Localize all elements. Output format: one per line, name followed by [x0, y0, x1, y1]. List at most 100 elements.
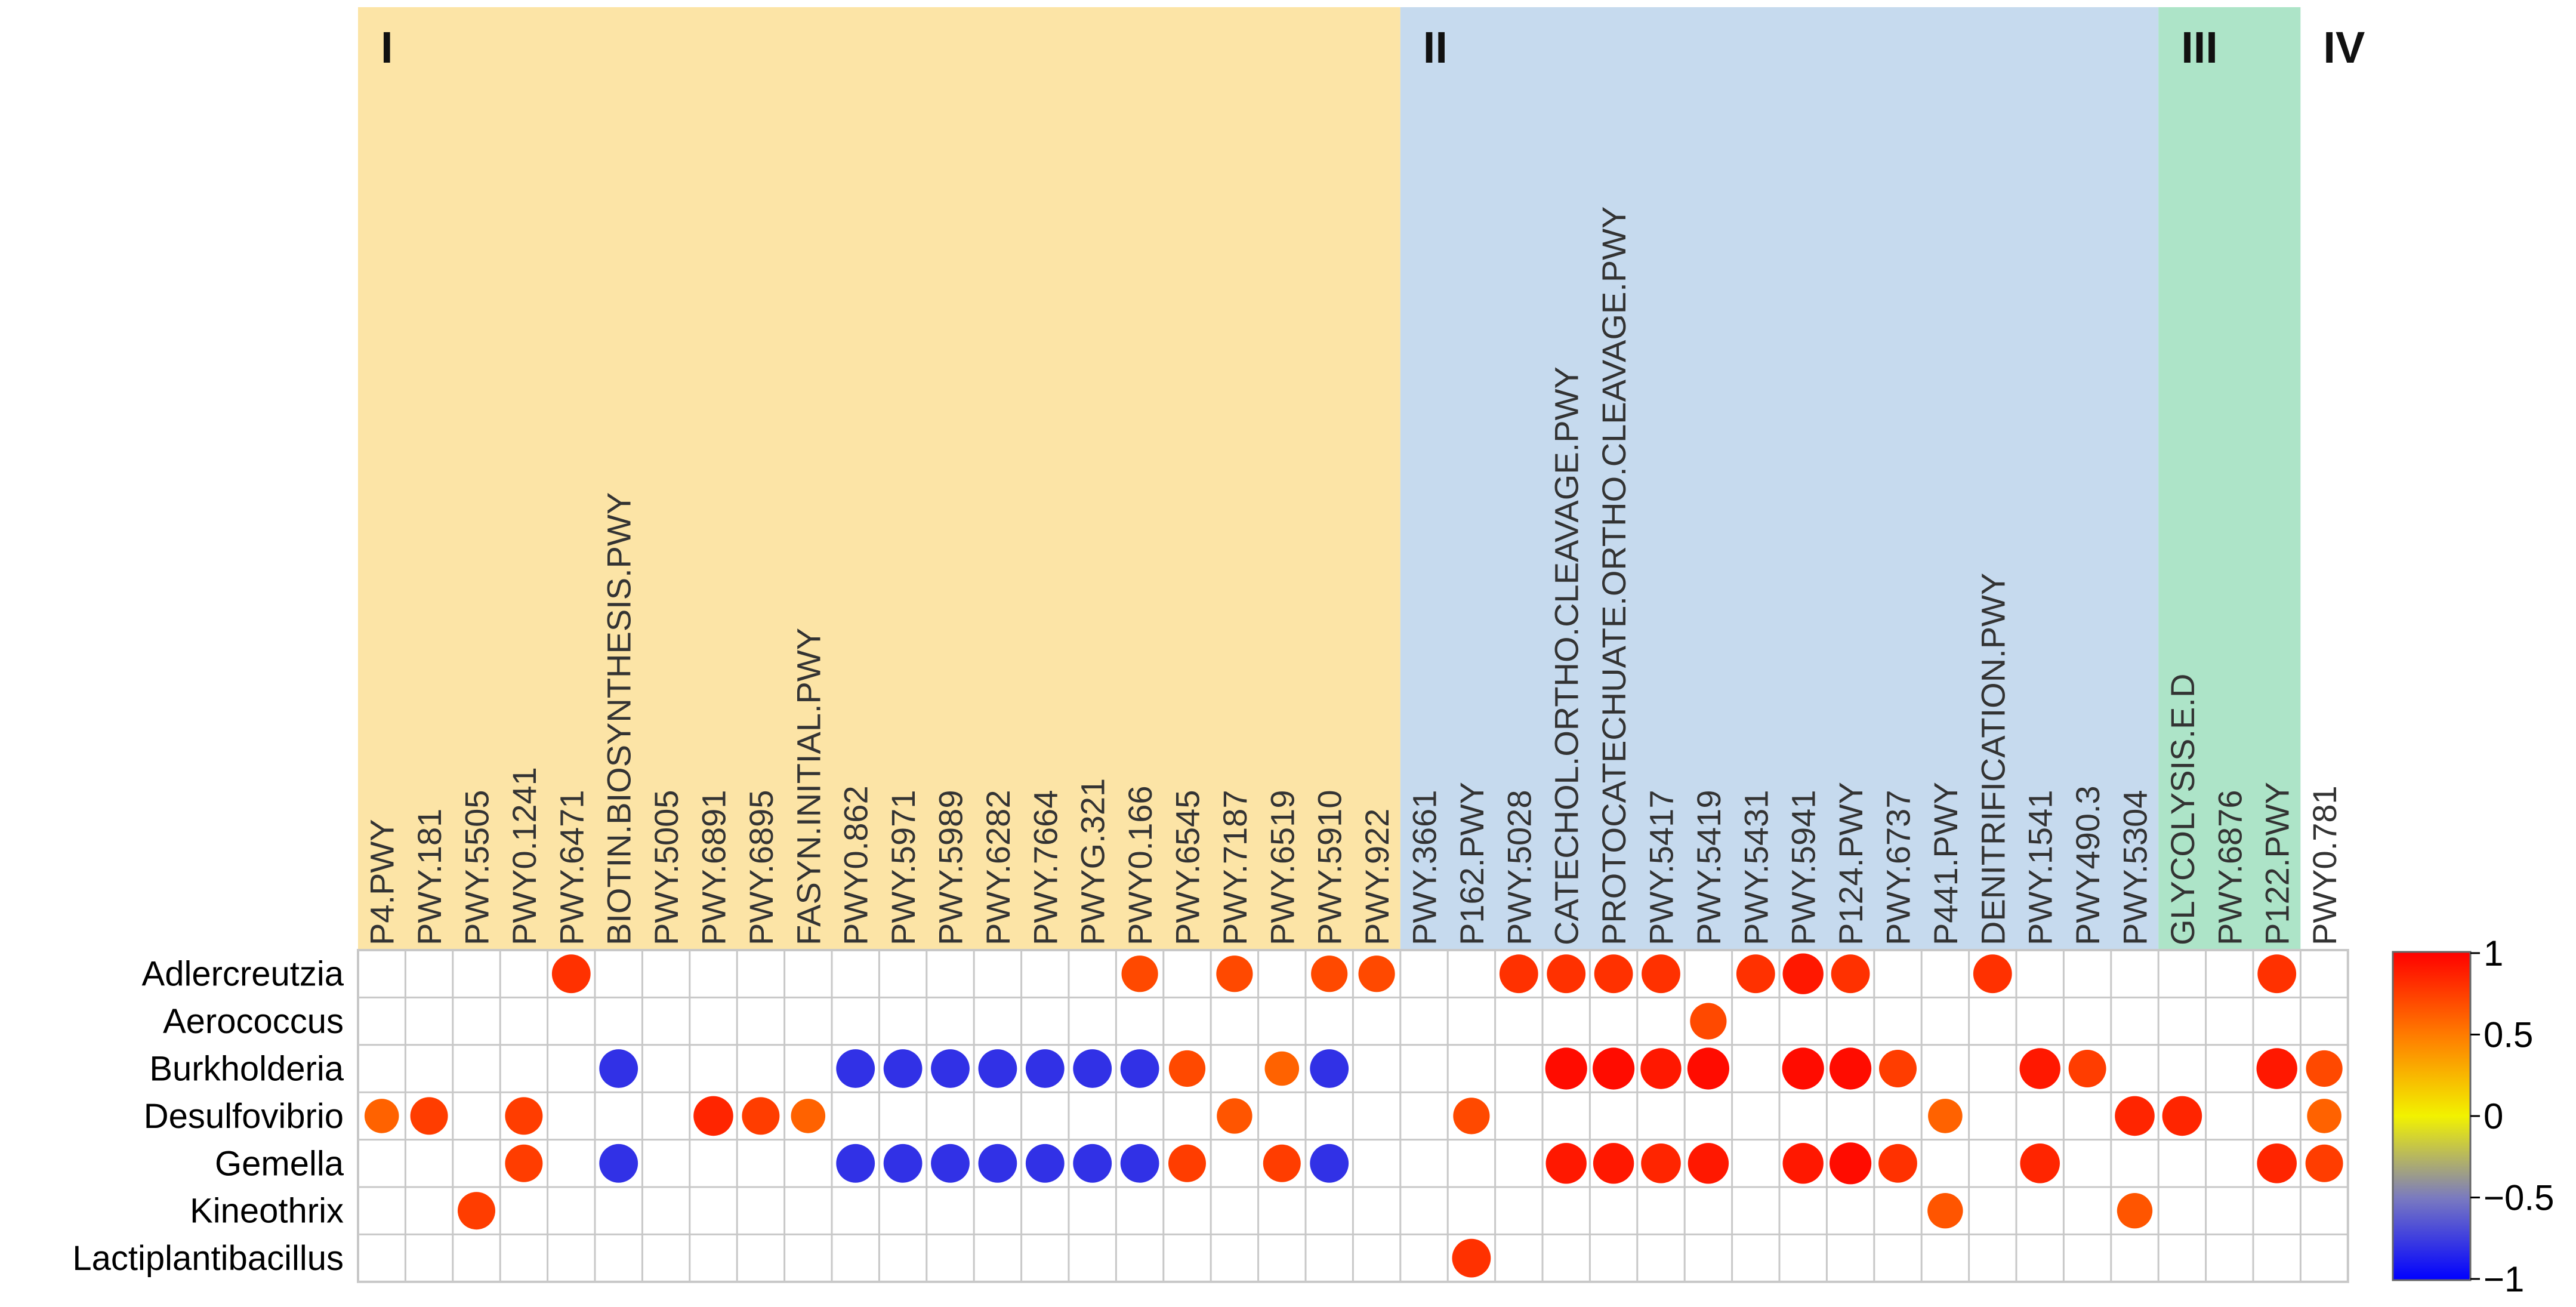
- dot-Desulfovibrio-P4.PWY: [364, 1099, 399, 1133]
- column-label: PWY.6519: [1263, 790, 1301, 945]
- dot-Gemella-PWY.5910: [1310, 1143, 1349, 1183]
- group-label: I: [381, 23, 393, 72]
- dot-Gemella-PWY0.781: [2305, 1144, 2343, 1182]
- colorbar: 1 0.5 0 −0.5 −1: [2392, 933, 2554, 1299]
- row-label: Desulfovibrio: [144, 1097, 344, 1136]
- column-label: PWY.6895: [742, 790, 780, 945]
- dot-Desulfovibrio-PWY0.781: [2307, 1099, 2341, 1133]
- dot-Burkholderia-PWY.6282: [978, 1049, 1017, 1088]
- dot-Gemella-PWY.6737: [1878, 1143, 1917, 1183]
- dot-Desulfovibrio-GLYCOLYSIS.E.D: [2162, 1096, 2202, 1136]
- dot-Burkholderia-CATECHOL.ORTHO.CLEAVAGE.PWY: [1545, 1047, 1587, 1090]
- row-label: Aerococcus: [163, 1002, 344, 1041]
- group-band: [2158, 7, 2301, 950]
- column-label: PWY.5505: [458, 790, 496, 945]
- dot-Desulfovibrio-FASYN.INITIAL.PWY: [791, 1099, 826, 1133]
- dot-Desulfovibrio-PWY.6895: [742, 1097, 780, 1135]
- dot-Burkholderia-PWY490.3: [2068, 1050, 2106, 1087]
- column-label: P162.PWY: [1453, 782, 1491, 945]
- column-label: P441.PWY: [1927, 782, 1964, 945]
- column-label: PWY.5304: [2117, 790, 2154, 945]
- dot-Burkholderia-PWY0.862: [836, 1049, 875, 1088]
- dot-Burkholderia-PWY.5419: [1687, 1047, 1729, 1090]
- dot-Burkholderia-P122.PWY: [2256, 1048, 2297, 1089]
- column-label: PWY.6545: [1169, 790, 1207, 945]
- group-band: [358, 7, 1400, 950]
- row-labels: Adlercreutzia Aerococcus Burkholderia Desul…: [72, 955, 344, 1278]
- column-label: PWY.6282: [979, 790, 1017, 945]
- dot-Adlercreutzia-PWY.922: [1358, 955, 1395, 992]
- group-band: [2300, 7, 2348, 950]
- dot-Desulfovibrio-P441.PWY: [1928, 1099, 1963, 1133]
- colorbar-gradient: [2392, 951, 2472, 1281]
- colorbar-tick-label: 0.5: [2484, 1015, 2533, 1055]
- dot-Adlercreutzia-PWY.5028: [1499, 954, 1538, 994]
- column-label: PWY.6891: [695, 790, 733, 945]
- dot-Gemella-PWY0.166: [1120, 1143, 1159, 1183]
- dot-Gemella-PWY0.1241: [505, 1144, 543, 1182]
- dot-Gemella-PWY.7664: [1025, 1143, 1065, 1183]
- dot-Gemella-PWY.5971: [883, 1143, 923, 1183]
- group-label: III: [2181, 23, 2218, 72]
- column-label: P122.PWY: [2259, 782, 2296, 945]
- column-label: GLYCOLYSIS.E.D: [2164, 674, 2201, 945]
- dot-Gemella-PWYG.321: [1073, 1143, 1112, 1183]
- dot-Gemella-PWY.6282: [978, 1143, 1017, 1183]
- column-label: PWY.181: [411, 809, 448, 945]
- dot-Burkholderia-BIOTIN.BIOSYNTHESIS.PWY: [599, 1049, 638, 1088]
- dot-Burkholderia-PWY.6519: [1264, 1051, 1300, 1086]
- dot-Burkholderia-PWY.5417: [1640, 1048, 1682, 1089]
- dot-Desulfovibrio-P162.PWY: [1453, 1098, 1490, 1135]
- column-label: PWY.5910: [1311, 790, 1349, 945]
- column-label: PWYG.321: [1074, 778, 1112, 945]
- column-label: PWY.5028: [1500, 790, 1538, 945]
- dot-Gemella-PWY.5941: [1782, 1143, 1824, 1184]
- column-label: PWY.7664: [1026, 790, 1064, 945]
- column-label: PWY.7187: [1216, 790, 1254, 945]
- dot-Gemella-PWY.6545: [1168, 1144, 1206, 1182]
- dot-Gemella-P124.PWY: [1830, 1142, 1872, 1185]
- column-label: PWY.5989: [932, 790, 970, 945]
- column-labels: P4.PWY PWY.181 PWY.5505 PWY0.1241 PWY.6471 BI…: [363, 206, 2343, 945]
- column-label: DENITRIFICATION.PWY: [1974, 573, 2012, 945]
- row-label: Lactiplantibacillus: [72, 1239, 344, 1278]
- dot-Gemella-PWY.1541: [2020, 1143, 2060, 1183]
- dot-Burkholderia-PWY.5971: [883, 1049, 923, 1088]
- dot-Burkholderia-PWY.5989: [931, 1049, 970, 1088]
- column-label: PWY0.1241: [505, 767, 543, 945]
- dot-Gemella-PROTOCATECHUATE.ORTHO.CLEAVAGE.PWY: [1593, 1143, 1634, 1184]
- column-label: PWY.3661: [1406, 790, 1443, 945]
- dot-Adlercreutzia-PWY.7187: [1216, 955, 1253, 992]
- column-label: PWY0.862: [837, 785, 875, 945]
- dot-Gemella-BIOTIN.BIOSYNTHESIS.PWY: [599, 1143, 638, 1183]
- dot-Adlercreutzia-CATECHOL.ORTHO.CLEAVAGE.PWY: [1547, 954, 1586, 994]
- column-label: PWY0.781: [2306, 785, 2343, 945]
- dot-Desulfovibrio-PWY.6891: [693, 1096, 733, 1136]
- dot-Adlercreutzia-PWY.6471: [551, 954, 591, 994]
- dot-Adlercreutzia-P124.PWY: [1831, 954, 1870, 994]
- dot-Gemella-CATECHOL.ORTHO.CLEAVAGE.PWY: [1545, 1143, 1587, 1184]
- dot-Adlercreutzia-PWY0.166: [1121, 955, 1158, 992]
- dot-Burkholderia-PWY.7664: [1025, 1049, 1065, 1088]
- column-label: PWY.922: [1358, 809, 1396, 945]
- dot-Burkholderia-PWY.1541: [2019, 1048, 2060, 1089]
- dot-Gemella-PWY.5989: [931, 1143, 970, 1183]
- column-label: PWY.5005: [647, 790, 685, 945]
- dot-Burkholderia-PWY.6737: [1879, 1050, 1917, 1087]
- dot-Gemella-PWY.5417: [1641, 1143, 1681, 1183]
- dot-Kineothrix-PWY.5304: [2117, 1193, 2153, 1229]
- dot-Aerococcus-PWY.5419: [1690, 1003, 1727, 1040]
- group-label: IV: [2323, 23, 2365, 72]
- dot-Desulfovibrio-PWY.5304: [2115, 1096, 2155, 1136]
- dot-Adlercreutzia-PWY.5417: [1642, 954, 1680, 994]
- group-label: II: [1423, 23, 1448, 72]
- dot-Adlercreutzia-PROTOCATECHUATE.ORTHO.CLEAVAGE.PWY: [1594, 954, 1633, 994]
- column-label: CATECHOL.ORTHO.CLEAVAGE.PWY: [1548, 366, 1585, 945]
- dot-Adlercreutzia-P122.PWY: [2257, 954, 2297, 994]
- dot-Adlercreutzia-PWY.5431: [1736, 954, 1775, 994]
- row-label: Adlercreutzia: [142, 955, 344, 994]
- column-label: PWY.5971: [884, 790, 922, 945]
- dot-Lactiplantibacillus-P162.PWY: [1452, 1238, 1491, 1278]
- row-label: Burkholderia: [149, 1050, 344, 1089]
